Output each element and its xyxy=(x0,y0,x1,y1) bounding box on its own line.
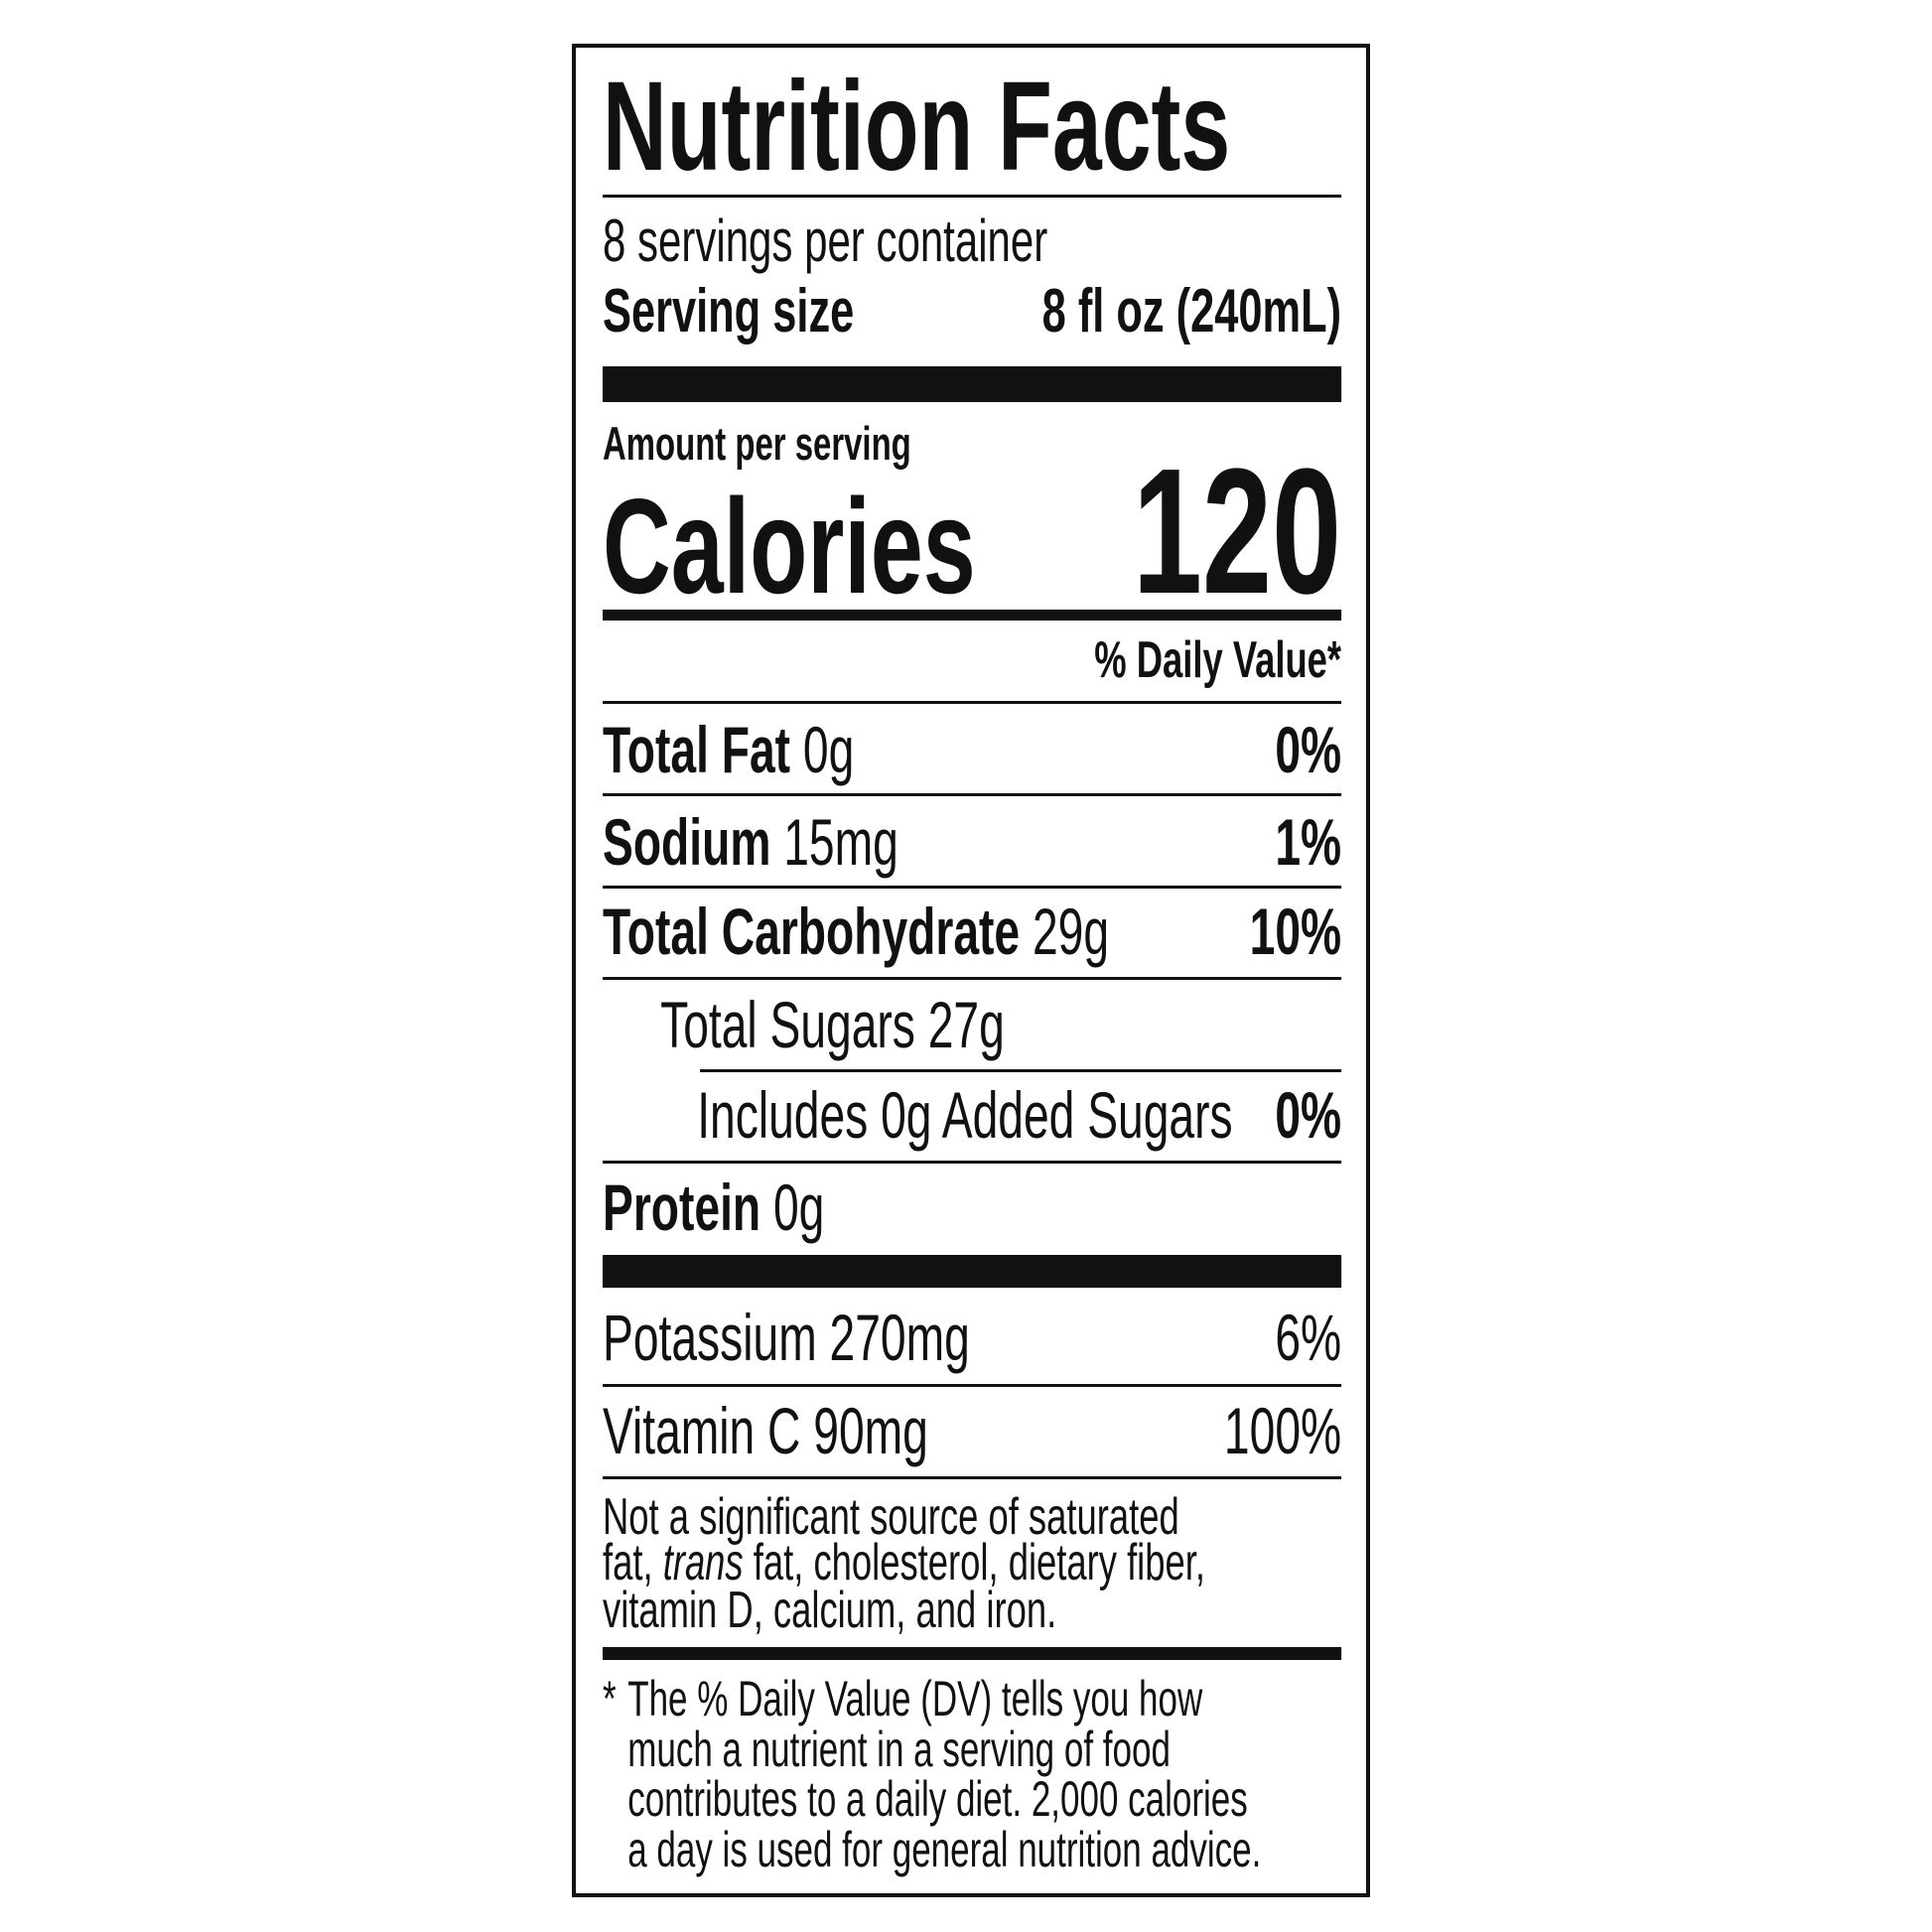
vitamin-label: Potassium 270mg xyxy=(603,1301,970,1374)
footnote-star: * xyxy=(603,1674,617,1724)
note-italic: trans xyxy=(662,1534,744,1591)
nutrient-name: Total Carbohydrate xyxy=(603,895,1021,968)
rule xyxy=(603,701,1342,704)
vitamin-dv: 100% xyxy=(1223,1394,1342,1467)
nutrient-amount: 29g xyxy=(1032,895,1110,968)
dv-header: % Daily Value* xyxy=(603,634,1341,686)
footnote-line: The % Daily Value (DV) tells you how xyxy=(627,1671,1203,1726)
vitamin-label: Vitamin C 90mg xyxy=(603,1394,928,1467)
nutrient-row: Total Sugars 27g xyxy=(660,990,1341,1059)
footnote-line: a day is used for general nutrition advi… xyxy=(627,1821,1262,1877)
nutrient-name: Sodium xyxy=(603,805,771,879)
nutrient-dv: 0% xyxy=(1275,713,1342,786)
rule xyxy=(603,977,1342,980)
nutrient-label: Includes 0g Added Sugars xyxy=(697,1078,1233,1152)
rule xyxy=(603,1476,1342,1479)
note-text: fat, xyxy=(603,1534,653,1591)
footnote-line: contributes to a daily diet. 2,000 calor… xyxy=(627,1771,1248,1827)
nutrient-label: Total Sugars 27g xyxy=(660,988,1005,1061)
nutrient-row: Protein 0g xyxy=(603,1173,1341,1242)
note-line: vitamin D, calcium, and iron. xyxy=(603,1585,1056,1636)
vitamin-row: Vitamin C 90mg 100% xyxy=(603,1396,1341,1465)
nutrition-label: Nutrition Facts 8 servings per container… xyxy=(603,0,1342,1932)
thick-bar xyxy=(603,366,1342,402)
nutrient-amount: 0g xyxy=(802,713,855,786)
note-line: fat, trans fat, cholesterol, dietary fib… xyxy=(603,1537,1205,1588)
amount-per-serving: Amount per serving xyxy=(603,419,1341,469)
serving-size-value: 8 fl oz (240mL) xyxy=(1041,277,1342,345)
rule xyxy=(603,886,1342,889)
nutrient-dv: 10% xyxy=(1249,895,1342,968)
calories-value: 120 xyxy=(1132,432,1342,631)
rule xyxy=(700,1069,1342,1072)
serving-size-label: Serving size xyxy=(603,277,855,345)
note-text: Not a significant source of saturated xyxy=(603,1488,1179,1546)
nutrient-row: Total Carbohydrate 29g 10% xyxy=(603,897,1341,966)
dv-header-text: % Daily Value* xyxy=(1094,631,1342,689)
note-line: Not a significant source of saturated xyxy=(603,1491,1179,1543)
rule xyxy=(603,195,1342,198)
rule xyxy=(603,1384,1342,1387)
note-text: fat, cholesterol, dietary fiber, xyxy=(753,1534,1205,1591)
nutrient-amount: 15mg xyxy=(783,805,898,879)
vitamin-row: Potassium 270mg 6% xyxy=(603,1303,1341,1372)
note-text: vitamin D, calcium, and iron. xyxy=(603,1582,1057,1639)
amount-per-serving-text: Amount per serving xyxy=(603,417,911,470)
medium-bar xyxy=(603,610,1342,621)
nutrient-dv: 1% xyxy=(1275,805,1342,879)
nutrient-name: Protein xyxy=(603,1171,761,1244)
footnote-star-text: * xyxy=(603,1671,617,1726)
nutrient-dv: 0% xyxy=(1275,1078,1342,1152)
title: Nutrition Facts xyxy=(603,58,1341,197)
servings-text: 8 servings per container xyxy=(603,207,1048,274)
label-border xyxy=(572,44,1370,1897)
medium-bar xyxy=(603,1647,1342,1660)
rule xyxy=(603,793,1342,796)
calories-label: Calories xyxy=(603,471,976,621)
footnote-line: much a nutrient in a serving of food xyxy=(627,1721,1171,1777)
serving-size: Serving size 8 fl oz (240mL) xyxy=(603,277,1341,346)
nutrient-row: Sodium 15mg 1% xyxy=(603,807,1341,877)
nutrient-amount: 0g xyxy=(772,1171,825,1244)
servings: 8 servings per container xyxy=(603,207,1341,276)
title-text: Nutrition Facts xyxy=(603,56,1231,198)
nutrient-row: Includes 0g Added Sugars 0% xyxy=(697,1080,1341,1150)
rule xyxy=(603,1161,1342,1164)
calories-row: Calories 120 xyxy=(603,432,1342,631)
nutrient-name: Total Fat xyxy=(603,713,791,786)
nutrient-row: Total Fat 0g 0% xyxy=(603,715,1341,784)
vitamin-dv: 6% xyxy=(1275,1301,1342,1374)
thick-bar xyxy=(603,1255,1342,1288)
